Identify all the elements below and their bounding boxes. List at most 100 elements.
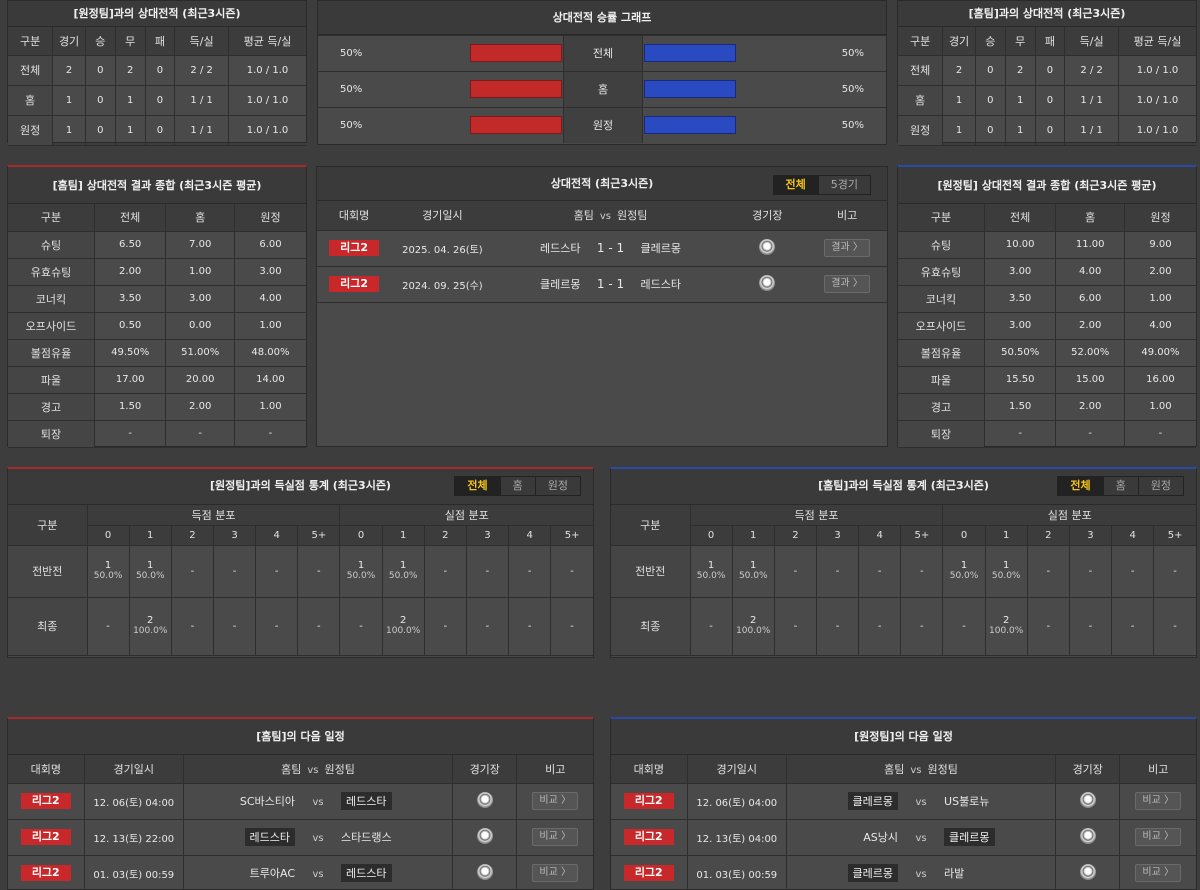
cell-value: 1.00	[1124, 393, 1196, 421]
league-badge[interactable]: 리그2	[623, 829, 674, 845]
cell-value: -	[234, 420, 306, 448]
table-row: 원정 1 0 1 0 1 / 1 1.0 / 1.0	[898, 115, 1196, 146]
cell-value: 1	[52, 85, 86, 116]
row-label: 경고	[8, 393, 95, 421]
league-badge[interactable]: 리그2	[329, 240, 380, 256]
note-cell: 비교 〉	[516, 855, 593, 890]
league-cell: 리그2	[8, 855, 85, 890]
stadium-icon[interactable]	[759, 274, 776, 291]
away-team[interactable]: 클레르몽	[640, 242, 682, 255]
stadium-cell	[1055, 783, 1121, 820]
home-team[interactable]: 클레르몽	[847, 792, 899, 810]
goal-count-header: 2	[1027, 525, 1070, 546]
h2h-matches-table: 대회명 경기일시 홈팀 vs 원정팀 경기장 비고 리그2 2025. 04. 26(토) 레드스…	[317, 201, 887, 303]
away-team[interactable]: 레드스타	[341, 864, 392, 882]
home-team[interactable]: AS낭시	[863, 831, 899, 844]
compare-button[interactable]: 비교 〉	[532, 864, 578, 882]
dist-count: -	[1173, 620, 1177, 632]
row-label: 홈	[8, 85, 54, 116]
home-team[interactable]: 레드스타	[244, 828, 296, 846]
away-team[interactable]: 라발	[944, 867, 965, 880]
tab-away[interactable]: 원정	[547, 479, 568, 492]
cell-value: 4.00	[1124, 312, 1196, 340]
home-team[interactable]: SC바스티아	[239, 795, 296, 808]
dist-cell: -	[255, 597, 299, 656]
graph-row: 50% 홈 50%	[318, 71, 886, 107]
column-header: 경기장	[452, 755, 518, 784]
away-team[interactable]: 클레르몽	[944, 828, 995, 846]
cell-value: 1.0 / 1.0	[228, 55, 306, 86]
compare-button[interactable]: 비교 〉	[1135, 864, 1181, 882]
cell-value: 1.00	[165, 258, 235, 286]
dist-cell: -	[508, 597, 552, 656]
dist-percent: 100.0%	[386, 626, 421, 636]
compare-button[interactable]: 비교 〉	[1135, 828, 1181, 846]
home-team[interactable]: 트루아AC	[249, 867, 296, 880]
tab-away[interactable]: 원정	[1150, 479, 1171, 492]
tab-all[interactable]: 전체	[455, 477, 501, 495]
compare-button[interactable]: 비교 〉	[532, 828, 578, 846]
tab-home[interactable]: 홈	[501, 477, 536, 495]
dist-cell: -	[858, 597, 902, 656]
result-button[interactable]: 결과 〉	[824, 275, 870, 293]
cell-value: 1 / 1	[1064, 115, 1119, 146]
away-team[interactable]: US불로뉴	[944, 795, 990, 808]
away-team[interactable]: 레드스타	[640, 278, 682, 291]
stadium-icon[interactable]	[1079, 791, 1096, 808]
home-team[interactable]: 클레르몽	[847, 864, 899, 882]
stadium-icon[interactable]	[476, 791, 493, 808]
cell-value: 1.0 / 1.0	[1118, 115, 1196, 146]
tab-all[interactable]: 전체	[1058, 477, 1104, 495]
vs-label: vs	[312, 869, 324, 880]
result-button[interactable]: 결과 〉	[824, 239, 870, 257]
tab-last-5[interactable]: 5경기	[830, 178, 858, 191]
stadium-icon[interactable]	[476, 827, 493, 844]
cell-value: 0	[145, 115, 176, 146]
cell-value: 2.00	[94, 258, 167, 286]
stadium-icon[interactable]	[759, 238, 776, 255]
league-badge[interactable]: 리그2	[623, 793, 674, 809]
left-percent: 50%	[340, 48, 363, 59]
league-badge[interactable]: 리그2	[329, 276, 380, 292]
league-badge[interactable]: 리그2	[20, 793, 71, 809]
header-row: 구분 전체 홈 원정	[898, 204, 1196, 232]
away-team[interactable]: 스타드랭스	[341, 831, 392, 844]
home-team[interactable]: 레드스타	[540, 242, 581, 255]
dist-count: 1	[399, 560, 407, 571]
compare-button[interactable]: 비교 〉	[1135, 792, 1181, 810]
goal-count-header: 3	[466, 525, 510, 546]
home-team[interactable]: 클레르몽	[540, 278, 581, 291]
dist-percent: 100.0%	[989, 626, 1024, 636]
column-header: 평균 득/실	[228, 27, 306, 56]
compare-button[interactable]: 비교 〉	[532, 792, 578, 810]
row-label: 코너킥	[8, 285, 95, 313]
home-win-bar	[470, 80, 562, 98]
cell-value: 2 / 2	[1064, 55, 1119, 86]
column-header: 대회명	[8, 755, 85, 784]
dist-percent: 50.0%	[346, 571, 376, 581]
h2h-tabs: 전체 5경기	[772, 175, 871, 195]
stadium-icon[interactable]	[1079, 863, 1096, 880]
away-team[interactable]: 레드스타	[341, 792, 392, 810]
vs-label: vs	[915, 833, 927, 844]
league-badge[interactable]: 리그2	[20, 829, 71, 845]
dist-count: -	[793, 565, 798, 577]
stadium-cell	[452, 819, 518, 856]
tab-all[interactable]: 전체	[773, 176, 819, 194]
header-row: 구분 경기 승 무 패 득/실 평균 득/실	[898, 27, 1196, 56]
tab-home[interactable]: 홈	[1104, 477, 1139, 495]
home-summary-panel: [홈팀] 상대전적 결과 종합 (최근3시즌 평균) 구분 전체 홈 원정 슈팅 6.50…	[7, 165, 307, 448]
league-badge[interactable]: 리그2	[623, 865, 674, 881]
cell-value: 0	[1035, 115, 1066, 146]
cell-value: 4.00	[1055, 258, 1125, 286]
dist-count: -	[570, 620, 574, 632]
row-label: 퇴장	[8, 420, 95, 448]
dist-cell: -	[1027, 597, 1070, 656]
cell-value: 1	[115, 85, 146, 116]
table-row: 퇴장 - - -	[898, 420, 1196, 448]
stadium-icon[interactable]	[1079, 827, 1096, 844]
league-badge[interactable]: 리그2	[20, 865, 71, 881]
cell-value: 0	[145, 55, 176, 86]
dist-cell: -	[466, 597, 510, 656]
stadium-icon[interactable]	[476, 863, 493, 880]
